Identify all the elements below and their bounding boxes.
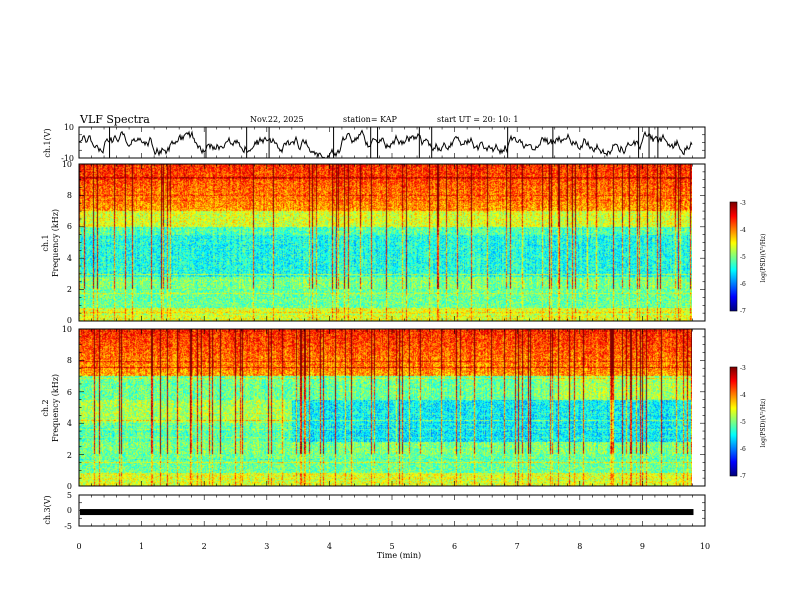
ch1-cb-tick-m5: -5 xyxy=(740,254,746,261)
ch1-colorbar-frame xyxy=(729,201,738,312)
ch1-spectrogram-panel: 0 2 4 6 8 10 ch.1 Frequency (kHz) -3 -4 … xyxy=(41,160,767,325)
ch3-ytick-m5: -5 xyxy=(64,522,72,531)
ch1-waveform-panel: 10 -10 ch.1(V) xyxy=(43,123,706,163)
ch2-channel-label: ch.2 xyxy=(41,399,50,416)
time-axis-label: Time (min) xyxy=(377,551,421,560)
xtick-8: 8 xyxy=(577,542,582,551)
ch2-frequency-label: Frequency (kHz) xyxy=(51,374,60,442)
ch1-ytick-bottom: -10 xyxy=(61,154,74,163)
ch3-ytick-5: 5 xyxy=(67,491,72,500)
ch1-colorbar xyxy=(730,202,737,311)
axis-tick-marks xyxy=(78,126,706,527)
figure-title: VLF Spectra xyxy=(79,113,150,126)
ch2-spectrogram-panel: 0 2 4 6 8 10 ch.2 Frequency (kHz) -3 -4 … xyxy=(41,325,767,491)
ch2-ytick-4: 4 xyxy=(67,419,72,428)
ch1-colorbar-label: log(PSD)(V²/Hz) xyxy=(760,234,767,283)
ch2-cb-tick-m4: -4 xyxy=(740,392,746,399)
ch2-colorbar-frame xyxy=(729,366,738,477)
ch1-spectrogram-image xyxy=(79,164,692,321)
ch2-spectrogram-image xyxy=(79,329,692,486)
xtick-5: 5 xyxy=(389,542,394,551)
ch1-ytick-4: 4 xyxy=(67,254,72,263)
station-label: station= KAP xyxy=(343,115,398,124)
ch1-cb-tick-m6: -6 xyxy=(740,281,746,288)
ch2-cb-tick-m6: -6 xyxy=(740,446,746,453)
ch1-channel-label: ch.1 xyxy=(41,234,50,251)
ch2-ytick-8: 8 xyxy=(67,356,72,365)
ch1-ytick-0: 0 xyxy=(67,316,72,325)
xtick-2: 2 xyxy=(202,542,207,551)
ch1-colorbar-wrap xyxy=(730,202,737,311)
ch2-spectrogram-image-wrap xyxy=(79,329,692,486)
xtick-3: 3 xyxy=(264,542,269,551)
xtick-9: 9 xyxy=(640,542,645,551)
ch3-waveform-panel: 5 0 -5 ch.3(V) 0 1 2 3 4 5 6 7 8 9 10 Ti… xyxy=(43,491,710,560)
xtick-6: 6 xyxy=(452,542,457,551)
ch2-colorbar-wrap xyxy=(730,367,737,476)
ch1-ytick-10: 10 xyxy=(62,160,72,169)
xtick-10: 10 xyxy=(700,542,710,551)
ch1-cb-tick-m7: -7 xyxy=(740,308,746,315)
time-axis-ticklabels: 0 1 2 3 4 5 6 7 8 9 10 xyxy=(76,542,710,551)
date-label: Nov.22, 2025 xyxy=(250,115,304,124)
ch1-cb-tick-m4: -4 xyxy=(740,227,746,234)
ch3-ytick-0: 0 xyxy=(67,506,72,515)
ch1-waveform-line xyxy=(78,129,693,159)
ch2-colorbar xyxy=(730,367,737,476)
ch1-ytick-2: 2 xyxy=(67,285,72,294)
ch2-colorbar-label: log(PSD)(V²/Hz) xyxy=(760,399,767,448)
ch1-ytick-8: 8 xyxy=(67,191,72,200)
ch3-ylabel: ch.3(V) xyxy=(43,495,52,524)
ch2-ytick-6: 6 xyxy=(67,388,72,397)
ch1-ytick-6: 6 xyxy=(67,222,72,231)
ch2-cb-tick-m7: -7 xyxy=(740,473,746,480)
ch1-spectrogram-image-wrap xyxy=(79,164,692,321)
ch2-ytick-10: 10 xyxy=(62,325,72,334)
ch2-cb-tick-m5: -5 xyxy=(740,419,746,426)
ch1-cb-tick-m3: -3 xyxy=(740,200,746,207)
start-time-label: start UT = 20: 10: 1 xyxy=(437,115,518,124)
xtick-0: 0 xyxy=(76,542,81,551)
ch2-yticks: 0 2 4 6 8 10 xyxy=(62,325,72,491)
xtick-1: 1 xyxy=(139,542,144,551)
ch3-waveform-line xyxy=(80,509,694,516)
ch2-ytick-0: 0 xyxy=(67,482,72,491)
ch2-cb-tick-m3: -3 xyxy=(740,365,746,372)
ch2-ytick-2: 2 xyxy=(67,451,72,460)
ch1-frequency-label: Frequency (kHz) xyxy=(51,209,60,277)
ch1-waveform-spikes xyxy=(109,127,659,158)
ch1-yticks: 0 2 4 6 8 10 xyxy=(62,160,72,325)
xtick-4: 4 xyxy=(327,542,332,551)
xtick-7: 7 xyxy=(515,542,520,551)
ch1-ytick-top: 10 xyxy=(64,123,74,132)
ch1-ylabel: ch.1(V) xyxy=(43,128,52,157)
